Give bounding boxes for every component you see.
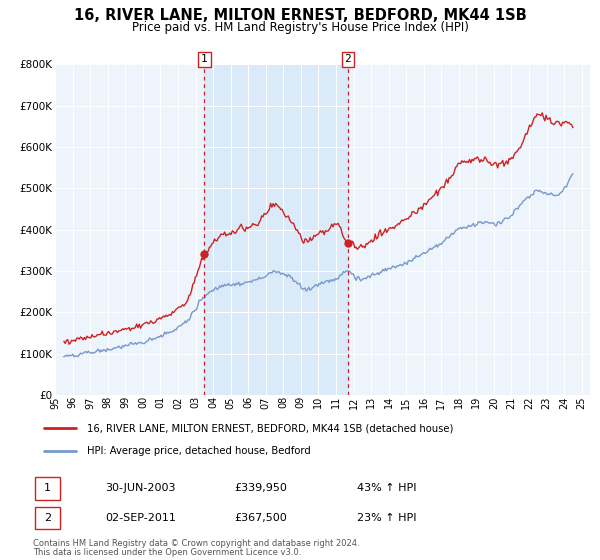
Text: 16, RIVER LANE, MILTON ERNEST, BEDFORD, MK44 1SB: 16, RIVER LANE, MILTON ERNEST, BEDFORD, … [74,8,526,24]
Text: 23% ↑ HPI: 23% ↑ HPI [357,513,416,523]
Text: 2: 2 [344,54,351,64]
Text: £367,500: £367,500 [234,513,287,523]
Text: This data is licensed under the Open Government Licence v3.0.: This data is licensed under the Open Gov… [33,548,301,557]
Text: 1: 1 [44,483,51,493]
Text: 2: 2 [44,513,51,523]
Text: Price paid vs. HM Land Registry's House Price Index (HPI): Price paid vs. HM Land Registry's House … [131,21,469,34]
Text: 02-SEP-2011: 02-SEP-2011 [105,513,176,523]
Text: HPI: Average price, detached house, Bedford: HPI: Average price, detached house, Bedf… [87,446,311,456]
Text: 43% ↑ HPI: 43% ↑ HPI [357,483,416,493]
Text: 1: 1 [201,54,208,64]
Text: 30-JUN-2003: 30-JUN-2003 [105,483,176,493]
Text: 16, RIVER LANE, MILTON ERNEST, BEDFORD, MK44 1SB (detached house): 16, RIVER LANE, MILTON ERNEST, BEDFORD, … [87,423,454,433]
Text: Contains HM Land Registry data © Crown copyright and database right 2024.: Contains HM Land Registry data © Crown c… [33,539,359,548]
Text: £339,950: £339,950 [234,483,287,493]
Bar [205,64,348,395]
